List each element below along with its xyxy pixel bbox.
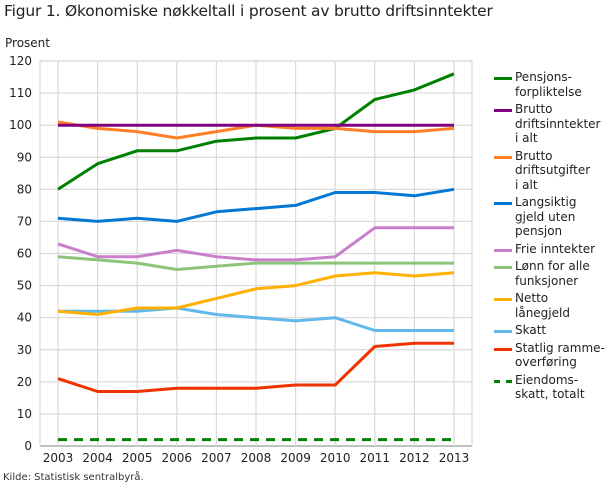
y-tick-label: 10 xyxy=(17,407,32,421)
x-tick-label: 2009 xyxy=(280,451,311,465)
legend-item: Eiendoms- skatt, totalt xyxy=(494,373,610,402)
y-tick-label: 20 xyxy=(17,375,32,389)
x-tick-label: 2011 xyxy=(360,451,391,465)
y-tick-label: 100 xyxy=(9,118,32,132)
legend-swatch-icon xyxy=(494,298,512,301)
legend-swatch-icon xyxy=(494,330,512,333)
legend-item: Statlig ramme- overføring xyxy=(494,341,610,370)
legend-item: Lønn for alle funksjoner xyxy=(494,259,610,288)
y-axis-unit-label: Prosent xyxy=(5,36,50,50)
legend-label: Eiendoms- skatt, totalt xyxy=(515,372,585,402)
y-tick-label: 30 xyxy=(17,343,32,357)
x-tick-label: 2007 xyxy=(201,451,232,465)
legend-label: Frie inntekter xyxy=(515,241,596,256)
legend-label: Statlig ramme- overføring xyxy=(515,340,605,370)
legend-item: Frie inntekter xyxy=(494,242,610,257)
x-tick-label: 2004 xyxy=(82,451,113,465)
legend-item: Langsiktig gjeld uten pensjon xyxy=(494,195,610,239)
chart-title: Figur 1. Økonomiske nøkkeltall i prosent… xyxy=(4,2,493,20)
chart-legend: Pensjons- forpliktelse Brutto driftsinnte… xyxy=(494,70,610,405)
legend-label: Brutto driftsinntekter i alt xyxy=(515,102,601,145)
series-line-frie-inntekter xyxy=(57,226,454,262)
legend-swatch-icon xyxy=(494,155,512,159)
x-axis-ticks: 2003 2004 2005 2006 2007 2008 2009 2010 2011 2012… xyxy=(43,451,470,465)
x-tick-label: 2006 xyxy=(162,451,193,465)
series-line-statlig-ramme-overføring xyxy=(57,341,454,393)
series-lines xyxy=(57,72,455,442)
legend-item: Pensjons- forpliktelse xyxy=(494,70,610,99)
legend-label: Brutto driftsutgifter i alt xyxy=(515,148,591,192)
legend-item: Netto lånegjeld xyxy=(494,291,610,320)
legend-item: Skatt xyxy=(494,323,610,338)
series-line-langsiktig-gjeld-uten-pensjon xyxy=(57,187,455,223)
legend-label: Netto lånegjeld xyxy=(515,291,570,320)
legend-label: Pensjons- forpliktelse xyxy=(515,70,582,99)
x-tick-label: 2012 xyxy=(399,451,430,465)
legend-label: Skatt xyxy=(515,323,547,337)
y-tick-label: 0 xyxy=(24,439,32,453)
x-tick-label: 2003 xyxy=(43,451,74,465)
series-line-lønn-for-alle-funksjoner xyxy=(57,255,454,271)
legend-swatch-icon xyxy=(494,266,512,269)
legend-swatch-icon xyxy=(494,77,512,80)
y-axis-ticks: 0 10 20 30 40 50 60 70 80 90 100 110 120 xyxy=(9,54,32,453)
y-tick-label: 80 xyxy=(17,182,32,196)
legend-label: Lønn for alle funksjoner xyxy=(515,259,590,288)
x-tick-label: 2008 xyxy=(241,451,272,465)
legend-swatch-icon xyxy=(494,248,512,252)
y-tick-label: 70 xyxy=(17,214,32,228)
y-tick-label: 120 xyxy=(9,54,32,68)
y-tick-label: 90 xyxy=(17,150,32,164)
y-tick-label: 110 xyxy=(9,86,32,100)
series-line-pensjons-forpliktelse xyxy=(57,72,455,191)
legend-item: Brutto driftsutgifter i alt xyxy=(494,149,610,193)
x-tick-label: 2005 xyxy=(122,451,153,465)
y-tick-label: 40 xyxy=(17,311,32,325)
x-tick-label: 2010 xyxy=(320,451,351,465)
x-tick-label: 2013 xyxy=(439,451,470,465)
y-tick-label: 60 xyxy=(17,247,32,261)
legend-swatch-icon xyxy=(494,109,512,112)
legend-swatch-icon xyxy=(494,347,512,351)
legend-label: Langsiktig gjeld uten pensjon xyxy=(515,195,577,238)
y-tick-label: 50 xyxy=(17,279,32,293)
legend-swatch-icon xyxy=(494,202,512,205)
legend-swatch-icon xyxy=(494,379,512,383)
legend-item: Brutto driftsinntekter i alt xyxy=(494,102,610,146)
source-note: Kilde: Statistisk sentralbyrå. xyxy=(3,472,144,483)
series-line-netto-lånegjeld xyxy=(57,271,455,316)
